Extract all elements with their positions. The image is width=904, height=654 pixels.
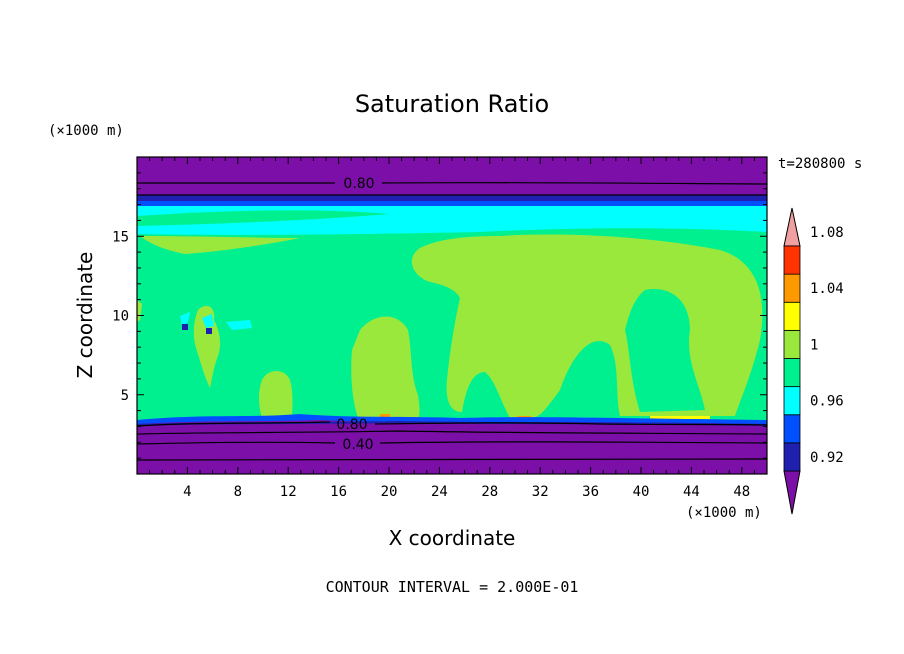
left-navy-specks	[182, 324, 212, 334]
contour-field	[137, 157, 767, 474]
chart-title: Saturation Ratio	[355, 90, 549, 118]
low-yellow-speck-2	[650, 416, 710, 419]
colorbar-bin	[783, 414, 801, 444]
x-tick-label: 44	[683, 484, 700, 500]
x-tick-label: 24	[431, 484, 448, 500]
colorbar-tick-label: 1.04	[810, 281, 844, 297]
upper-blue-band	[137, 201, 767, 206]
cloud-region-left	[193, 305, 221, 388]
y-axis-ticks: 5 10 15	[112, 172, 767, 459]
x-tick-label: 12	[280, 484, 297, 500]
x-tick-label: 40	[633, 484, 650, 500]
contour-line-lower-1	[137, 421, 767, 427]
colorbar-under-arrow	[783, 470, 801, 515]
colorbar-tick-label: 1	[810, 337, 818, 353]
y-tick-label: 10	[112, 309, 129, 325]
x-tick-label: 8	[234, 484, 242, 500]
colorbar-bin	[783, 442, 801, 472]
colorbar-bin	[783, 273, 801, 303]
contour-line-lower-3	[137, 441, 767, 445]
cloud-region-center	[351, 316, 420, 418]
lower-purple-band	[137, 420, 767, 474]
x-tick-label: 48	[733, 484, 750, 500]
colorbar-bin	[783, 358, 801, 388]
time-label: t=280800 s	[778, 156, 862, 172]
upper-purple-band	[137, 157, 767, 195]
contour-interval-footer: CONTOUR INTERVAL = 2.000E-01	[326, 578, 579, 596]
colorbar-bin	[783, 301, 801, 331]
colorbar-tick-label: 0.92	[810, 450, 844, 466]
contour-line-lower-2	[137, 430, 767, 435]
upper-lightgreen-patch	[140, 236, 300, 254]
edge-lightgreen-speck	[137, 300, 142, 322]
x-tick-label: 20	[381, 484, 398, 500]
x-tick-label: 4	[183, 484, 191, 500]
x-tick-label: 16	[330, 484, 347, 500]
x-tick-label: 36	[582, 484, 599, 500]
contour-label: 0.80	[336, 417, 367, 433]
low-orange-speck-2	[380, 414, 390, 418]
colorbar-tick-label: 1.08	[810, 225, 844, 241]
colorbar-bin	[783, 245, 801, 275]
colorbar-over-arrow	[783, 207, 801, 247]
contour-label: 0.40	[342, 437, 373, 453]
y-axis-label: Z coordinate	[73, 252, 97, 379]
left-cyan-specks	[180, 312, 252, 330]
x-unit-label: (×1000 m)	[686, 505, 762, 521]
colorbar-tick-label: 0.96	[810, 394, 844, 410]
contour-line-top	[137, 181, 767, 185]
x-tick-label: 32	[532, 484, 549, 500]
x-axis-label: X coordinate	[389, 526, 516, 550]
x-tick-label: 28	[481, 484, 498, 500]
cloud-region-small	[259, 371, 293, 418]
contour-label: 0.80	[343, 176, 374, 192]
upper-navy-band	[137, 195, 767, 201]
upper-green-streak	[137, 210, 390, 226]
colorbar-bin	[783, 329, 801, 359]
colorbar: 1.08 1.04 1 0.96 0.92	[783, 207, 844, 515]
colorbar-bin	[783, 386, 801, 416]
x-axis-ticks: 4 8 12 16 20 24 28 32 36 40 44 48	[149, 157, 755, 500]
cloud-hole-right	[625, 289, 705, 412]
y-unit-label: (×1000 m)	[48, 123, 124, 139]
y-tick-label: 5	[121, 388, 129, 404]
y-tick-label: 15	[112, 229, 129, 245]
